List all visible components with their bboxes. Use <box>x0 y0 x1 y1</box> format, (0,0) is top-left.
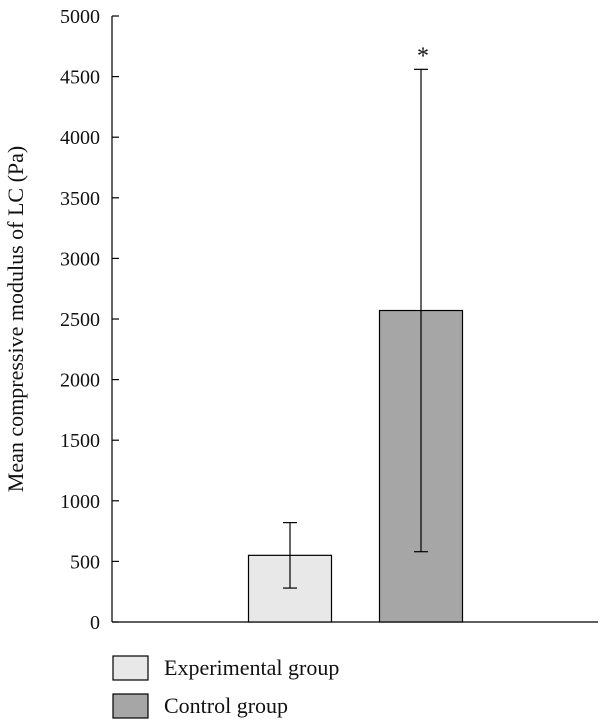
y-tick-label: 3000 <box>60 248 100 270</box>
y-tick-label: 4000 <box>60 127 100 149</box>
axes: 0 500 1000 1500 2000 2500 3000 3500 4000 4500 5000… <box>3 6 598 634</box>
bar-1 <box>247 554 333 623</box>
legend-label-2: Control group <box>164 693 288 718</box>
y-tick-label: 1000 <box>60 491 100 513</box>
y-tick-label: 500 <box>70 551 100 573</box>
legend-label-1: Experimental group <box>164 655 339 680</box>
y-tick-label: 2000 <box>60 370 100 392</box>
y-tick-label: 4500 <box>60 67 100 89</box>
y-axis-title: Mean compressive modulus of LC (Pa) <box>3 146 28 492</box>
y-tick-label: 3500 <box>60 188 100 210</box>
y-tick-label: 1500 <box>60 430 100 452</box>
y-tick-label: 5000 <box>60 6 100 28</box>
y-tick-label: 0 <box>90 612 100 634</box>
significance-marker: * <box>417 43 429 69</box>
legend: Experimental group Control group <box>112 655 339 719</box>
legend-swatch-1 <box>112 655 149 681</box>
bars: * <box>247 43 464 623</box>
y-tick-label: 2500 <box>60 309 100 331</box>
legend-swatch-2 <box>112 693 149 719</box>
y-ticks: 0 500 1000 1500 2000 2500 3000 3500 4000 4500 5000 <box>60 6 119 634</box>
